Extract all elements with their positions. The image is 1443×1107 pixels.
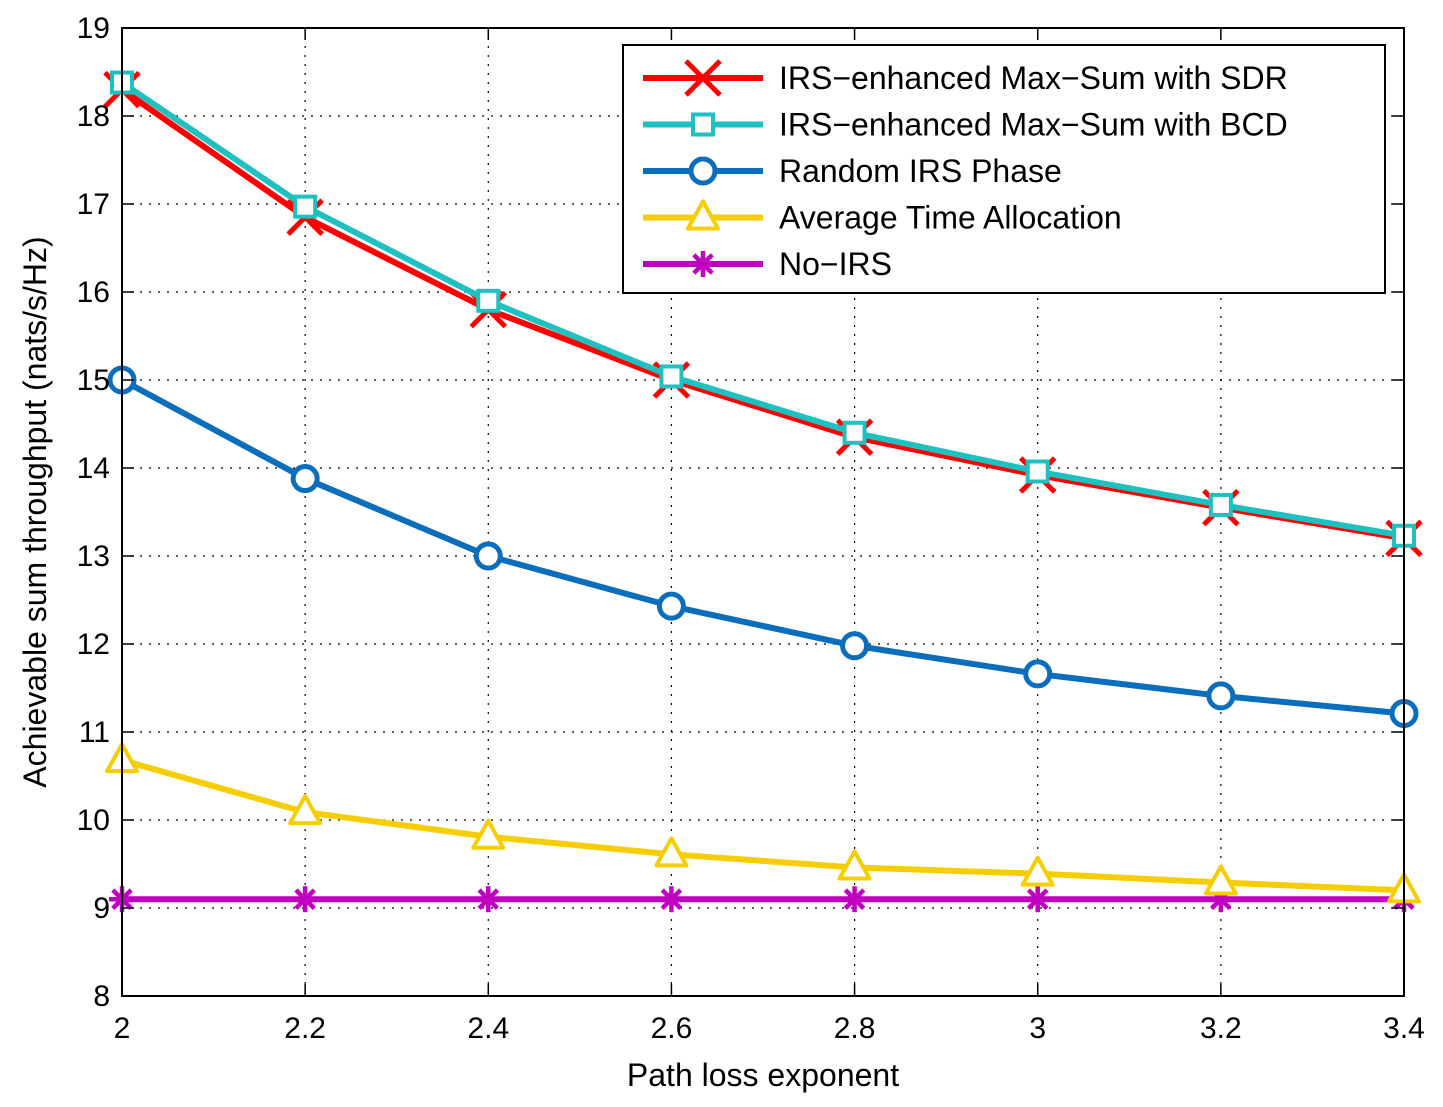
legend-marker <box>688 156 718 186</box>
x-tick-label: 3.4 <box>1383 1012 1425 1045</box>
series-point <box>1025 459 1050 484</box>
series-group <box>103 70 1423 913</box>
legend-item: Average Time Allocation <box>643 199 1122 236</box>
legend: IRS−enhanced Max−Sum with SDR IRS−enhance… <box>622 44 1386 294</box>
ticks <box>121 27 1405 997</box>
series-point <box>293 194 318 219</box>
series-point <box>841 886 868 913</box>
series-3 <box>105 742 1421 904</box>
x-tick-label: 2 <box>114 1012 131 1045</box>
y-tick-label: 19 <box>77 12 110 45</box>
series-point <box>842 420 867 445</box>
series-1 <box>110 70 1416 548</box>
legend-label: No−IRS <box>779 246 892 282</box>
legend-label: Random IRS Phase <box>779 153 1062 189</box>
legend-marker <box>691 112 715 137</box>
marker-stroke <box>684 59 722 97</box>
series-point <box>656 591 686 621</box>
series-point <box>471 818 506 850</box>
legend-label: IRS−enhanced Max−Sum with SDR <box>779 60 1288 96</box>
x-tick-label: 2.8 <box>834 1012 876 1045</box>
legend-label: IRS−enhanced Max−Sum with BCD <box>779 107 1288 143</box>
series-point <box>473 541 503 571</box>
y-tick-label: 10 <box>77 804 110 837</box>
legend-item: Random IRS Phase <box>643 153 1062 189</box>
y-tick-label: 14 <box>77 452 110 485</box>
series-line <box>120 80 1405 539</box>
plot-frame <box>121 27 1405 997</box>
series-point <box>1206 681 1236 711</box>
x-tick-label: 3 <box>1029 1012 1046 1045</box>
series-point <box>1020 855 1055 887</box>
y-axis-label: Achievable sum throughput (nats/s/Hz) <box>17 236 53 787</box>
x-tick-label: 2.4 <box>467 1012 509 1045</box>
marker-stroke <box>294 888 316 910</box>
x-tick-label: 3.2 <box>1200 1012 1242 1045</box>
series-point <box>837 849 872 881</box>
series-point <box>1208 492 1233 517</box>
y-tick-label: 12 <box>77 628 110 661</box>
y-tick-label: 18 <box>77 100 110 133</box>
legend-item: IRS−enhanced Max−Sum with SDR <box>643 59 1288 97</box>
series-line <box>120 377 1405 717</box>
legend-item: IRS−enhanced Max−Sum with BCD <box>643 107 1288 143</box>
legend-item: No−IRS <box>643 246 892 282</box>
tick-labels: 2 2.2 2.4 2.6 2.8 3 3.2 3.4 8 9 10 11 12 13 14 15 16 17 18… <box>77 12 1425 1045</box>
y-tick-label: 11 <box>79 716 110 749</box>
series-point <box>1024 886 1051 913</box>
series-point <box>288 794 323 826</box>
y-tick-label: 17 <box>77 188 110 221</box>
x-axis-label: Path loss exponent <box>627 1057 899 1093</box>
series-point <box>476 288 501 313</box>
series-point <box>654 836 689 868</box>
series-point <box>659 364 684 389</box>
legend-marker <box>686 199 720 231</box>
series-point <box>475 886 502 913</box>
legend-marker <box>684 59 722 97</box>
series-line <box>121 757 1405 894</box>
series-point <box>1203 864 1238 896</box>
y-tick-label: 15 <box>77 364 110 397</box>
series-point <box>658 886 685 913</box>
series-4 <box>109 886 1417 913</box>
series-point <box>1023 659 1053 689</box>
series-point <box>290 464 320 494</box>
x-tick-label: 2.2 <box>284 1012 326 1045</box>
marker-stroke <box>477 888 500 910</box>
marker-stroke <box>660 888 683 910</box>
legend-marker <box>690 251 716 277</box>
series-point <box>840 631 870 661</box>
marker-stroke <box>1026 888 1049 910</box>
y-tick-label: 16 <box>77 276 110 309</box>
series-point <box>292 886 319 913</box>
marker-stroke <box>843 888 866 910</box>
x-tick-label: 2.6 <box>651 1012 693 1045</box>
y-tick-label: 9 <box>93 892 110 925</box>
series-2 <box>107 365 1419 729</box>
y-tick-label: 8 <box>93 980 110 1013</box>
legend-label: Average Time Allocation <box>779 200 1122 236</box>
marker-stroke <box>692 253 714 275</box>
y-tick-label: 13 <box>77 540 110 573</box>
